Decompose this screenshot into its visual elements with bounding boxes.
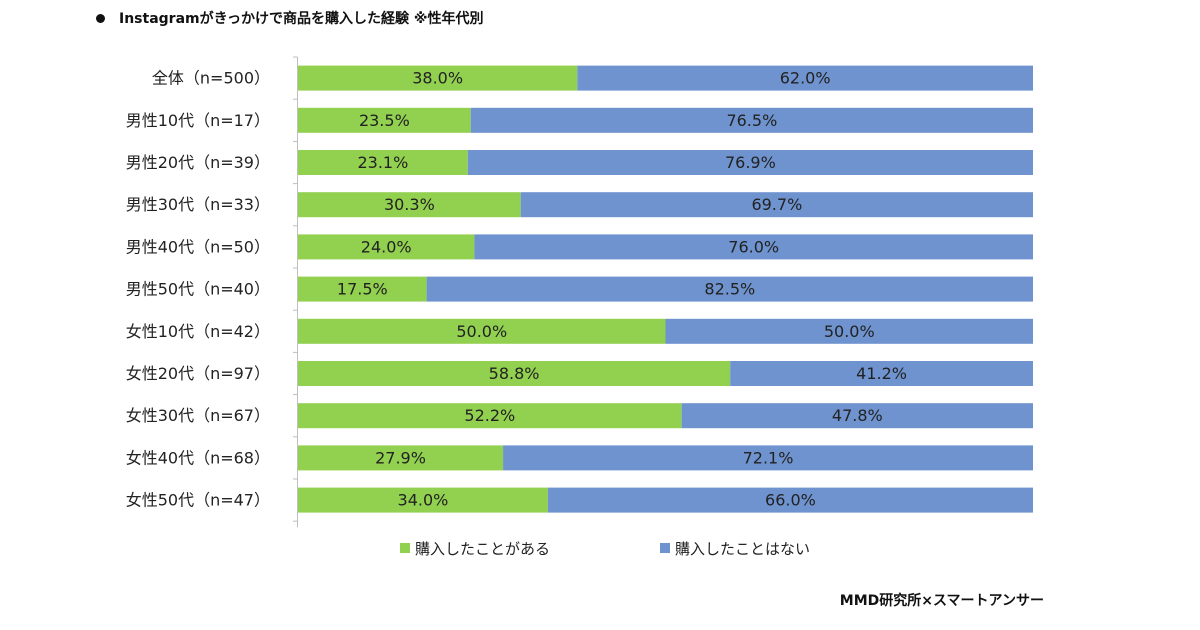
legend-swatch-purchased xyxy=(400,543,410,553)
bar-segment-series1-10 xyxy=(547,487,1033,513)
data-label-series0-2: 23.1% xyxy=(357,153,408,172)
data-label-series0-1: 23.5% xyxy=(359,111,410,130)
bar-segment-series1-9 xyxy=(503,445,1033,471)
data-label-series1-6: 50.0% xyxy=(824,322,875,341)
legend-swatch-not-purchased xyxy=(660,543,670,553)
legend-item-purchased: 購入したことがある xyxy=(400,537,550,559)
data-label-series1-8: 47.8% xyxy=(832,406,883,425)
bar-segment-series1-3 xyxy=(520,192,1033,218)
bar-segment-series1-4 xyxy=(474,234,1033,260)
category-label-1: 男性10代（n=17） xyxy=(126,111,270,130)
category-label-5: 男性50代（n=40） xyxy=(126,280,270,299)
bar-segment-series0-7 xyxy=(298,361,731,386)
bar-segment-series0-8 xyxy=(298,403,682,429)
category-label-6: 女性10代（n=42） xyxy=(126,322,270,341)
data-label-series1-9: 72.1% xyxy=(743,448,794,467)
data-label-series0-9: 27.9% xyxy=(375,448,426,467)
legend-label-purchased: 購入したことがある xyxy=(415,539,551,558)
category-label-3: 男性30代（n=33） xyxy=(126,195,270,214)
bar-segment-series1-7 xyxy=(730,361,1033,386)
category-label-8: 女性30代（n=67） xyxy=(126,406,270,425)
category-label-4: 男性40代（n=50） xyxy=(126,237,270,256)
data-label-series0-6: 50.0% xyxy=(456,322,507,341)
title-bullet-icon xyxy=(96,13,105,23)
bar-segment-series0-4 xyxy=(298,234,475,260)
bar-segment-series0-10 xyxy=(298,487,548,513)
data-label-series1-3: 69.7% xyxy=(751,195,802,214)
category-label-9: 女性40代（n=68） xyxy=(126,448,270,467)
data-label-series0-3: 30.3% xyxy=(384,195,435,214)
source-credit: MMD研究所×スマートアンサー xyxy=(839,593,1044,609)
category-label-7: 女性20代（n=97） xyxy=(126,364,270,383)
data-label-series1-1: 76.5% xyxy=(726,111,777,130)
bar-segment-series0-9 xyxy=(298,445,504,471)
chart-legend: 購入したことがある 購入したことはない xyxy=(0,537,1200,559)
data-label-series0-4: 24.0% xyxy=(361,237,412,256)
bar-segment-series1-1 xyxy=(470,107,1034,133)
bar-segment-series0-0 xyxy=(298,65,578,91)
data-label-series0-5: 17.5% xyxy=(337,280,388,299)
bar-segment-series1-6 xyxy=(665,318,1033,344)
data-label-series0-7: 58.8% xyxy=(489,364,540,383)
stacked-bar-chart: 全体（n=500） 38.0% 62.0% 男性10代（n=17） 23.5% 76.5%… xyxy=(126,56,1034,528)
bar-segment-series1-2 xyxy=(467,150,1033,175)
bar-segment-series1-0 xyxy=(577,65,1033,91)
category-label-0: 全体（n=500） xyxy=(152,69,270,88)
category-label-10: 女性50代（n=47） xyxy=(126,491,270,510)
data-label-series1-2: 76.9% xyxy=(725,153,776,172)
bar-segment-series1-8 xyxy=(681,403,1033,429)
bar-segment-series0-1 xyxy=(298,107,471,133)
bar-segment-series0-2 xyxy=(298,150,468,175)
data-label-series1-7: 41.2% xyxy=(856,364,907,383)
data-label-series0-10: 34.0% xyxy=(398,491,449,510)
legend-item-not-purchased: 購入したことはない xyxy=(660,537,810,559)
chart-title-row: Instagramがきっかけで商品を購入した経験 ※性年代別 xyxy=(96,8,484,28)
bar-segment-series1-5 xyxy=(426,276,1033,302)
data-label-series0-8: 52.2% xyxy=(464,406,515,425)
data-label-series1-5: 82.5% xyxy=(704,280,755,299)
category-label-2: 男性20代（n=39） xyxy=(126,153,270,172)
bar-segment-series0-3 xyxy=(298,192,521,218)
chart-title: Instagramがきっかけで商品を購入した経験 ※性年代別 xyxy=(119,11,484,27)
data-label-series1-0: 62.0% xyxy=(780,69,831,88)
data-label-series0-0: 38.0% xyxy=(412,69,463,88)
legend-label-not-purchased: 購入したことはない xyxy=(675,539,811,558)
data-label-series1-4: 76.0% xyxy=(728,237,779,256)
bar-segment-series0-6 xyxy=(298,318,666,344)
bar-segment-series0-5 xyxy=(298,276,427,302)
data-label-series1-10: 66.0% xyxy=(765,491,816,510)
